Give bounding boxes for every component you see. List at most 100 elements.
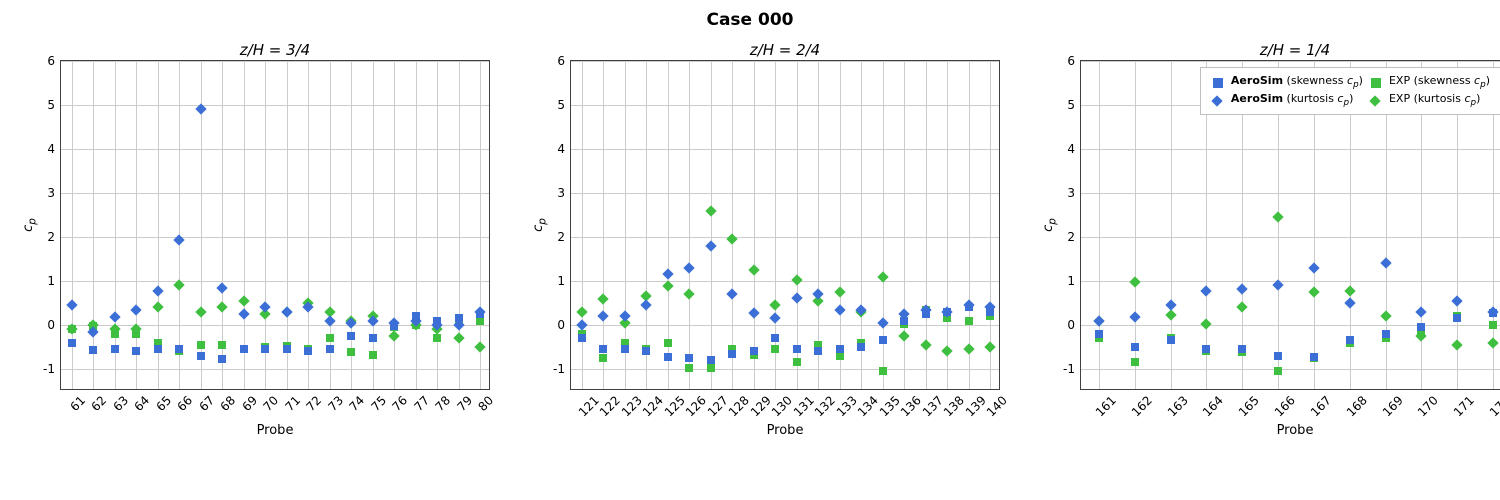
- xtick-label: 68: [216, 392, 238, 414]
- marker-exp-kurt: [727, 234, 738, 245]
- ytick-label: 6: [557, 54, 571, 68]
- gridline-h: [571, 193, 999, 194]
- gridline-v: [947, 61, 948, 389]
- gridline-v: [754, 61, 755, 389]
- marker-sim-skew: [771, 334, 779, 342]
- legend-swatch: [1369, 95, 1380, 106]
- marker-sim-kurt: [1308, 262, 1319, 273]
- gridline-v: [969, 61, 970, 389]
- marker-exp-kurt: [1201, 318, 1212, 329]
- marker-exp-kurt: [899, 330, 910, 341]
- marker-sim-kurt: [152, 285, 163, 296]
- gridline-v: [308, 61, 309, 389]
- marker-sim-skew: [793, 345, 801, 353]
- marker-exp-kurt: [1380, 311, 1391, 322]
- marker-exp-kurt: [920, 339, 931, 350]
- marker-sim-kurt: [641, 300, 652, 311]
- xtick-label: 164: [1199, 392, 1227, 420]
- ytick-label: 1: [1067, 274, 1081, 288]
- ytick-label: 0: [47, 318, 61, 332]
- gridline-v: [797, 61, 798, 389]
- xtick-label: 163: [1163, 392, 1191, 420]
- gridline-h: [61, 237, 489, 238]
- xtick-label: 76: [388, 392, 410, 414]
- xtick-label: 64: [130, 392, 152, 414]
- marker-exp-skew: [1131, 358, 1139, 366]
- ytick-label: 0: [557, 318, 571, 332]
- gridline-h: [61, 369, 489, 370]
- marker-sim-skew: [1346, 336, 1354, 344]
- legend: AeroSim (skewness cp)EXP (skewness cp)Ae…: [1200, 67, 1500, 115]
- y-axis-label: cp: [531, 218, 549, 232]
- ytick-label: 2: [47, 230, 61, 244]
- gridline-v: [416, 61, 417, 389]
- marker-sim-skew: [89, 346, 97, 354]
- marker-sim-skew: [621, 345, 629, 353]
- xtick-label: 74: [345, 392, 367, 414]
- ytick-label: 2: [557, 230, 571, 244]
- xtick-label: 75: [367, 392, 389, 414]
- marker-exp-kurt: [985, 341, 996, 352]
- marker-exp-kurt: [475, 341, 486, 352]
- xtick-label: 168: [1342, 392, 1370, 420]
- marker-sim-skew: [111, 345, 119, 353]
- gridline-v: [646, 61, 647, 389]
- marker-sim-skew: [1310, 353, 1318, 361]
- xtick-label: 140: [983, 392, 1011, 420]
- marker-sim-kurt: [1237, 283, 1248, 294]
- marker-exp-kurt: [1165, 310, 1176, 321]
- xtick-label: 62: [87, 392, 109, 414]
- gridline-v: [603, 61, 604, 389]
- xtick-label: 66: [173, 392, 195, 414]
- marker-sim-kurt: [217, 282, 228, 293]
- marker-sim-kurt: [877, 317, 888, 328]
- gridline-v: [480, 61, 481, 389]
- marker-sim-skew: [1202, 345, 1210, 353]
- gridline-v: [840, 61, 841, 389]
- marker-sim-kurt: [1344, 297, 1355, 308]
- xtick-label: 167: [1306, 392, 1334, 420]
- marker-exp-kurt: [1237, 302, 1248, 313]
- marker-exp-kurt: [834, 286, 845, 297]
- marker-sim-skew: [1167, 336, 1175, 344]
- marker-sim-skew: [240, 345, 248, 353]
- marker-sim-kurt: [770, 313, 781, 324]
- gridline-h: [1081, 149, 1500, 150]
- gridline-v: [711, 61, 712, 389]
- subplot-0: z/H = 3/4-101234566162636465666768697071…: [60, 40, 490, 470]
- plot-area: -101234566162636465666768697071727374757…: [60, 60, 490, 390]
- xtick-label: 162: [1127, 392, 1155, 420]
- ytick-label: -1: [1063, 362, 1081, 376]
- ytick-label: 1: [557, 274, 571, 288]
- xtick-label: 161: [1091, 392, 1119, 420]
- figure: Case 000 z/H = 3/4-101234566162636465666…: [0, 0, 1500, 500]
- marker-exp-kurt: [1344, 285, 1355, 296]
- marker-sim-skew: [304, 347, 312, 355]
- marker-sim-kurt: [834, 304, 845, 315]
- xtick-label: 77: [410, 392, 432, 414]
- marker-exp-skew: [879, 367, 887, 375]
- xtick-label: 61: [66, 392, 88, 414]
- ytick-label: 5: [47, 98, 61, 112]
- marker-sim-kurt: [281, 306, 292, 317]
- plot-area: -101234561211221231241251261271281291301…: [570, 60, 1000, 390]
- ytick-label: 0: [1067, 318, 1081, 332]
- ytick-label: 4: [1067, 142, 1081, 156]
- gridline-h: [1081, 281, 1500, 282]
- marker-sim-skew: [154, 345, 162, 353]
- marker-sim-kurt: [705, 240, 716, 251]
- ytick-label: 5: [1067, 98, 1081, 112]
- marker-exp-kurt: [576, 306, 587, 317]
- marker-sim-skew: [685, 354, 693, 362]
- marker-exp-skew: [771, 345, 779, 353]
- legend-label: EXP (kurtosis cp): [1385, 91, 1494, 109]
- legend-swatch: [1213, 78, 1223, 88]
- marker-sim-skew: [642, 347, 650, 355]
- marker-exp-skew: [347, 348, 355, 356]
- gridline-h: [571, 61, 999, 62]
- xtick-label: 67: [195, 392, 217, 414]
- marker-sim-skew: [664, 353, 672, 361]
- marker-exp-kurt: [152, 302, 163, 313]
- ytick-label: -1: [553, 362, 571, 376]
- marker-sim-skew: [347, 332, 355, 340]
